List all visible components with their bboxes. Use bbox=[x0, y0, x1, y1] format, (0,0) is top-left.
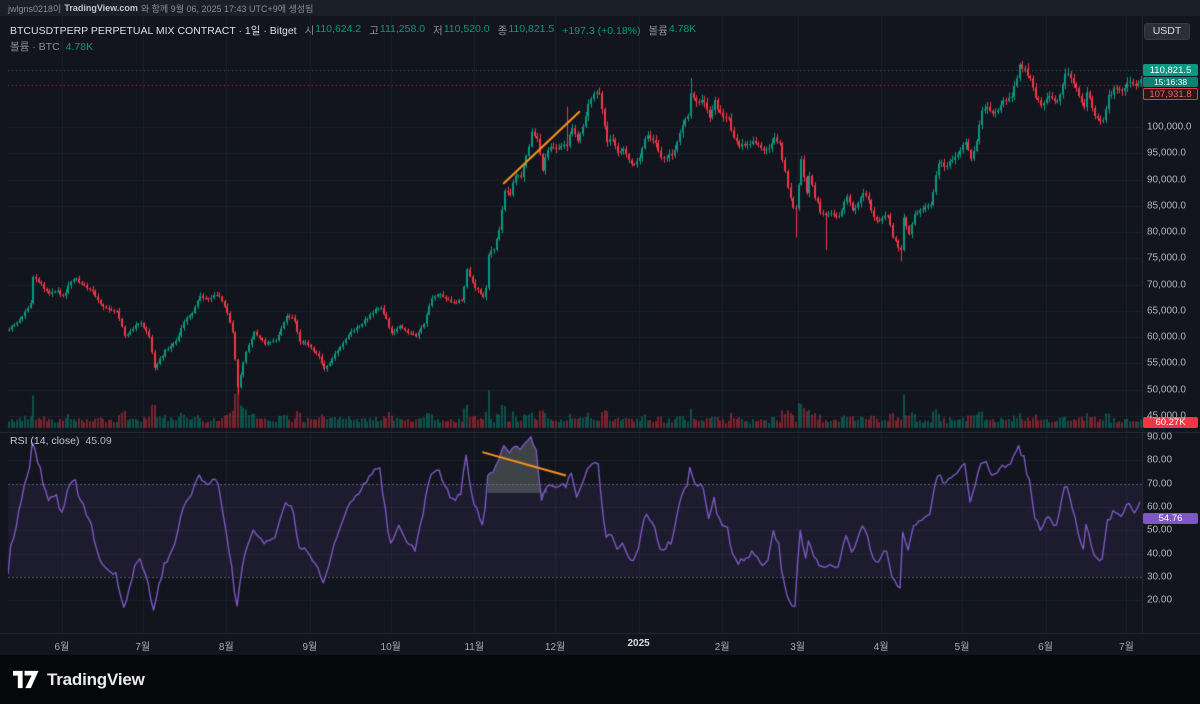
bar-countdown-badge: 15:16:38 bbox=[1143, 77, 1198, 87]
chart-area: BTCUSDTPERP PERPETUAL MIX CONTRACT · 1일 … bbox=[0, 16, 1200, 655]
ohlc-pair-label: 저 bbox=[433, 25, 443, 37]
rsi-tick-label: 40.00 bbox=[1147, 548, 1173, 559]
price-tick-label: 75,000.0 bbox=[1147, 252, 1186, 264]
price-scale[interactable]: 110,821.5 15:16:38 107,931.8 60.27K 54.7… bbox=[1143, 16, 1200, 633]
main-legend: BTCUSDTPERP PERPETUAL MIX CONTRACT · 1일 … bbox=[10, 23, 696, 38]
price-tick-label: 95,000.0 bbox=[1147, 147, 1186, 159]
last-price-badge: 110,821.5 bbox=[1143, 64, 1198, 76]
tradingview-logo-icon bbox=[13, 670, 39, 689]
month-label: 3월 bbox=[790, 642, 806, 653]
rsi-value: 45.09 bbox=[85, 435, 112, 447]
month-label: 12월 bbox=[544, 642, 566, 653]
volume-value: 4.78K bbox=[668, 23, 697, 35]
ohlc-pair: 고 111,258.0 bbox=[369, 23, 425, 38]
ohlc-pair: 저 110,520.0 bbox=[433, 23, 490, 38]
month-label: 5월 bbox=[954, 642, 970, 653]
change-value: +197.3 (+0.18%) bbox=[562, 25, 641, 37]
ohlc-pair-value: 110,821.5 bbox=[508, 23, 555, 35]
price-tick-label: 70,000.0 bbox=[1147, 279, 1186, 291]
price-tick-label: 45,000.0 bbox=[1147, 410, 1186, 422]
ohlc-values: 시 110,624.2 고 111,258.0 저 110,520.0 종 110,821.5 bbox=[305, 23, 555, 38]
ohlc-pair-label: 고 bbox=[369, 25, 379, 37]
month-label: 2월 bbox=[714, 642, 730, 653]
volume-legend: 볼륨 · BTC 4.78K bbox=[10, 39, 93, 54]
ohlc-pair-label: 시 bbox=[304, 25, 315, 37]
volume-pair: 볼륨 4.78K bbox=[649, 23, 697, 38]
rsi-tick-label: 50.00 bbox=[1147, 524, 1173, 536]
tradingview-logo[interactable]: TradingView bbox=[13, 670, 145, 690]
chart-canvas[interactable] bbox=[0, 16, 1200, 655]
tradingview-wordmark: TradingView bbox=[47, 669, 145, 689]
rsi-badge: 54.76 bbox=[1143, 513, 1198, 524]
time-scale[interactable]: 6월 7월 8월 9월 10월 11월 12월 2025 2월 3월 4월 5월 6월 7월 bbox=[0, 633, 1200, 655]
rsi-tick-label: 30.00 bbox=[1147, 571, 1173, 583]
month-label: 8월 bbox=[218, 642, 234, 653]
footer-bar: TradingView bbox=[0, 655, 1200, 704]
volume-label: 볼륨 bbox=[648, 25, 668, 37]
currency-toggle-button[interactable]: USDT bbox=[1144, 23, 1190, 40]
volume-series-value: 4.78K bbox=[65, 41, 94, 53]
ohlc-pair: 종 110,821.5 bbox=[498, 23, 555, 38]
rsi-tick-label: 70.00 bbox=[1147, 478, 1173, 490]
month-label: 10월 bbox=[380, 642, 401, 653]
rsi-tick-label: 20.00 bbox=[1147, 594, 1173, 606]
rsi-tick-label: 60.00 bbox=[1147, 501, 1173, 513]
month-label: 2025 bbox=[627, 638, 650, 649]
ohlc-pair-value: 111,258.0 bbox=[379, 23, 426, 35]
price-tick-label: 85,000.0 bbox=[1147, 200, 1186, 212]
rsi-tick-label: 80.00 bbox=[1147, 454, 1173, 466]
price-tick-label: 65,000.0 bbox=[1147, 305, 1186, 317]
ohlc-pair-value: 110,624.2 bbox=[315, 23, 362, 35]
price-tick-label: 100,000.0 bbox=[1147, 121, 1192, 133]
month-label: 7월 bbox=[135, 642, 151, 653]
attribution-rest: 와 함께 9월 06, 2025 17:43 UTC+9에 생성됨 bbox=[140, 3, 314, 14]
month-label: 11월 bbox=[464, 642, 485, 653]
ohlc-pair-label: 종 bbox=[497, 25, 508, 37]
rsi-tick-label: 90.00 bbox=[1147, 431, 1173, 443]
price-tick-label: 80,000.0 bbox=[1147, 226, 1186, 238]
rsi-title[interactable]: RSI (14, close) bbox=[10, 435, 80, 447]
month-label: 6월 bbox=[1038, 642, 1053, 653]
month-label: 4월 bbox=[873, 642, 889, 653]
price-tick-label: 50,000.0 bbox=[1147, 384, 1186, 396]
volume-badge: 60.27K bbox=[1143, 417, 1198, 428]
attribution-user: jwlgns0218이 bbox=[8, 3, 62, 14]
ref-price-badge: 107,931.8 bbox=[1143, 88, 1198, 100]
attribution-bar: jwlgns0218이 TradingView.com 와 함께 9월 06, … bbox=[0, 0, 1200, 16]
month-label: 9월 bbox=[302, 642, 318, 653]
price-tick-label: 90,000.0 bbox=[1147, 174, 1186, 186]
volume-series-label: 볼륨 · BTC bbox=[10, 41, 60, 53]
price-tick-label: 55,000.0 bbox=[1147, 357, 1186, 369]
attribution-brand: TradingView.com bbox=[64, 3, 138, 13]
ohlc-pair: 시 110,624.2 bbox=[305, 23, 362, 38]
month-label: 6월 bbox=[54, 642, 70, 653]
month-label: 7월 bbox=[1119, 642, 1134, 653]
price-tick-label: 60,000.0 bbox=[1147, 331, 1186, 343]
rsi-legend: RSI (14, close) 45.09 bbox=[10, 435, 112, 447]
ohlc-pair-value: 110,520.0 bbox=[443, 23, 490, 35]
symbol-title[interactable]: BTCUSDTPERP PERPETUAL MIX CONTRACT · 1일 … bbox=[10, 25, 297, 37]
